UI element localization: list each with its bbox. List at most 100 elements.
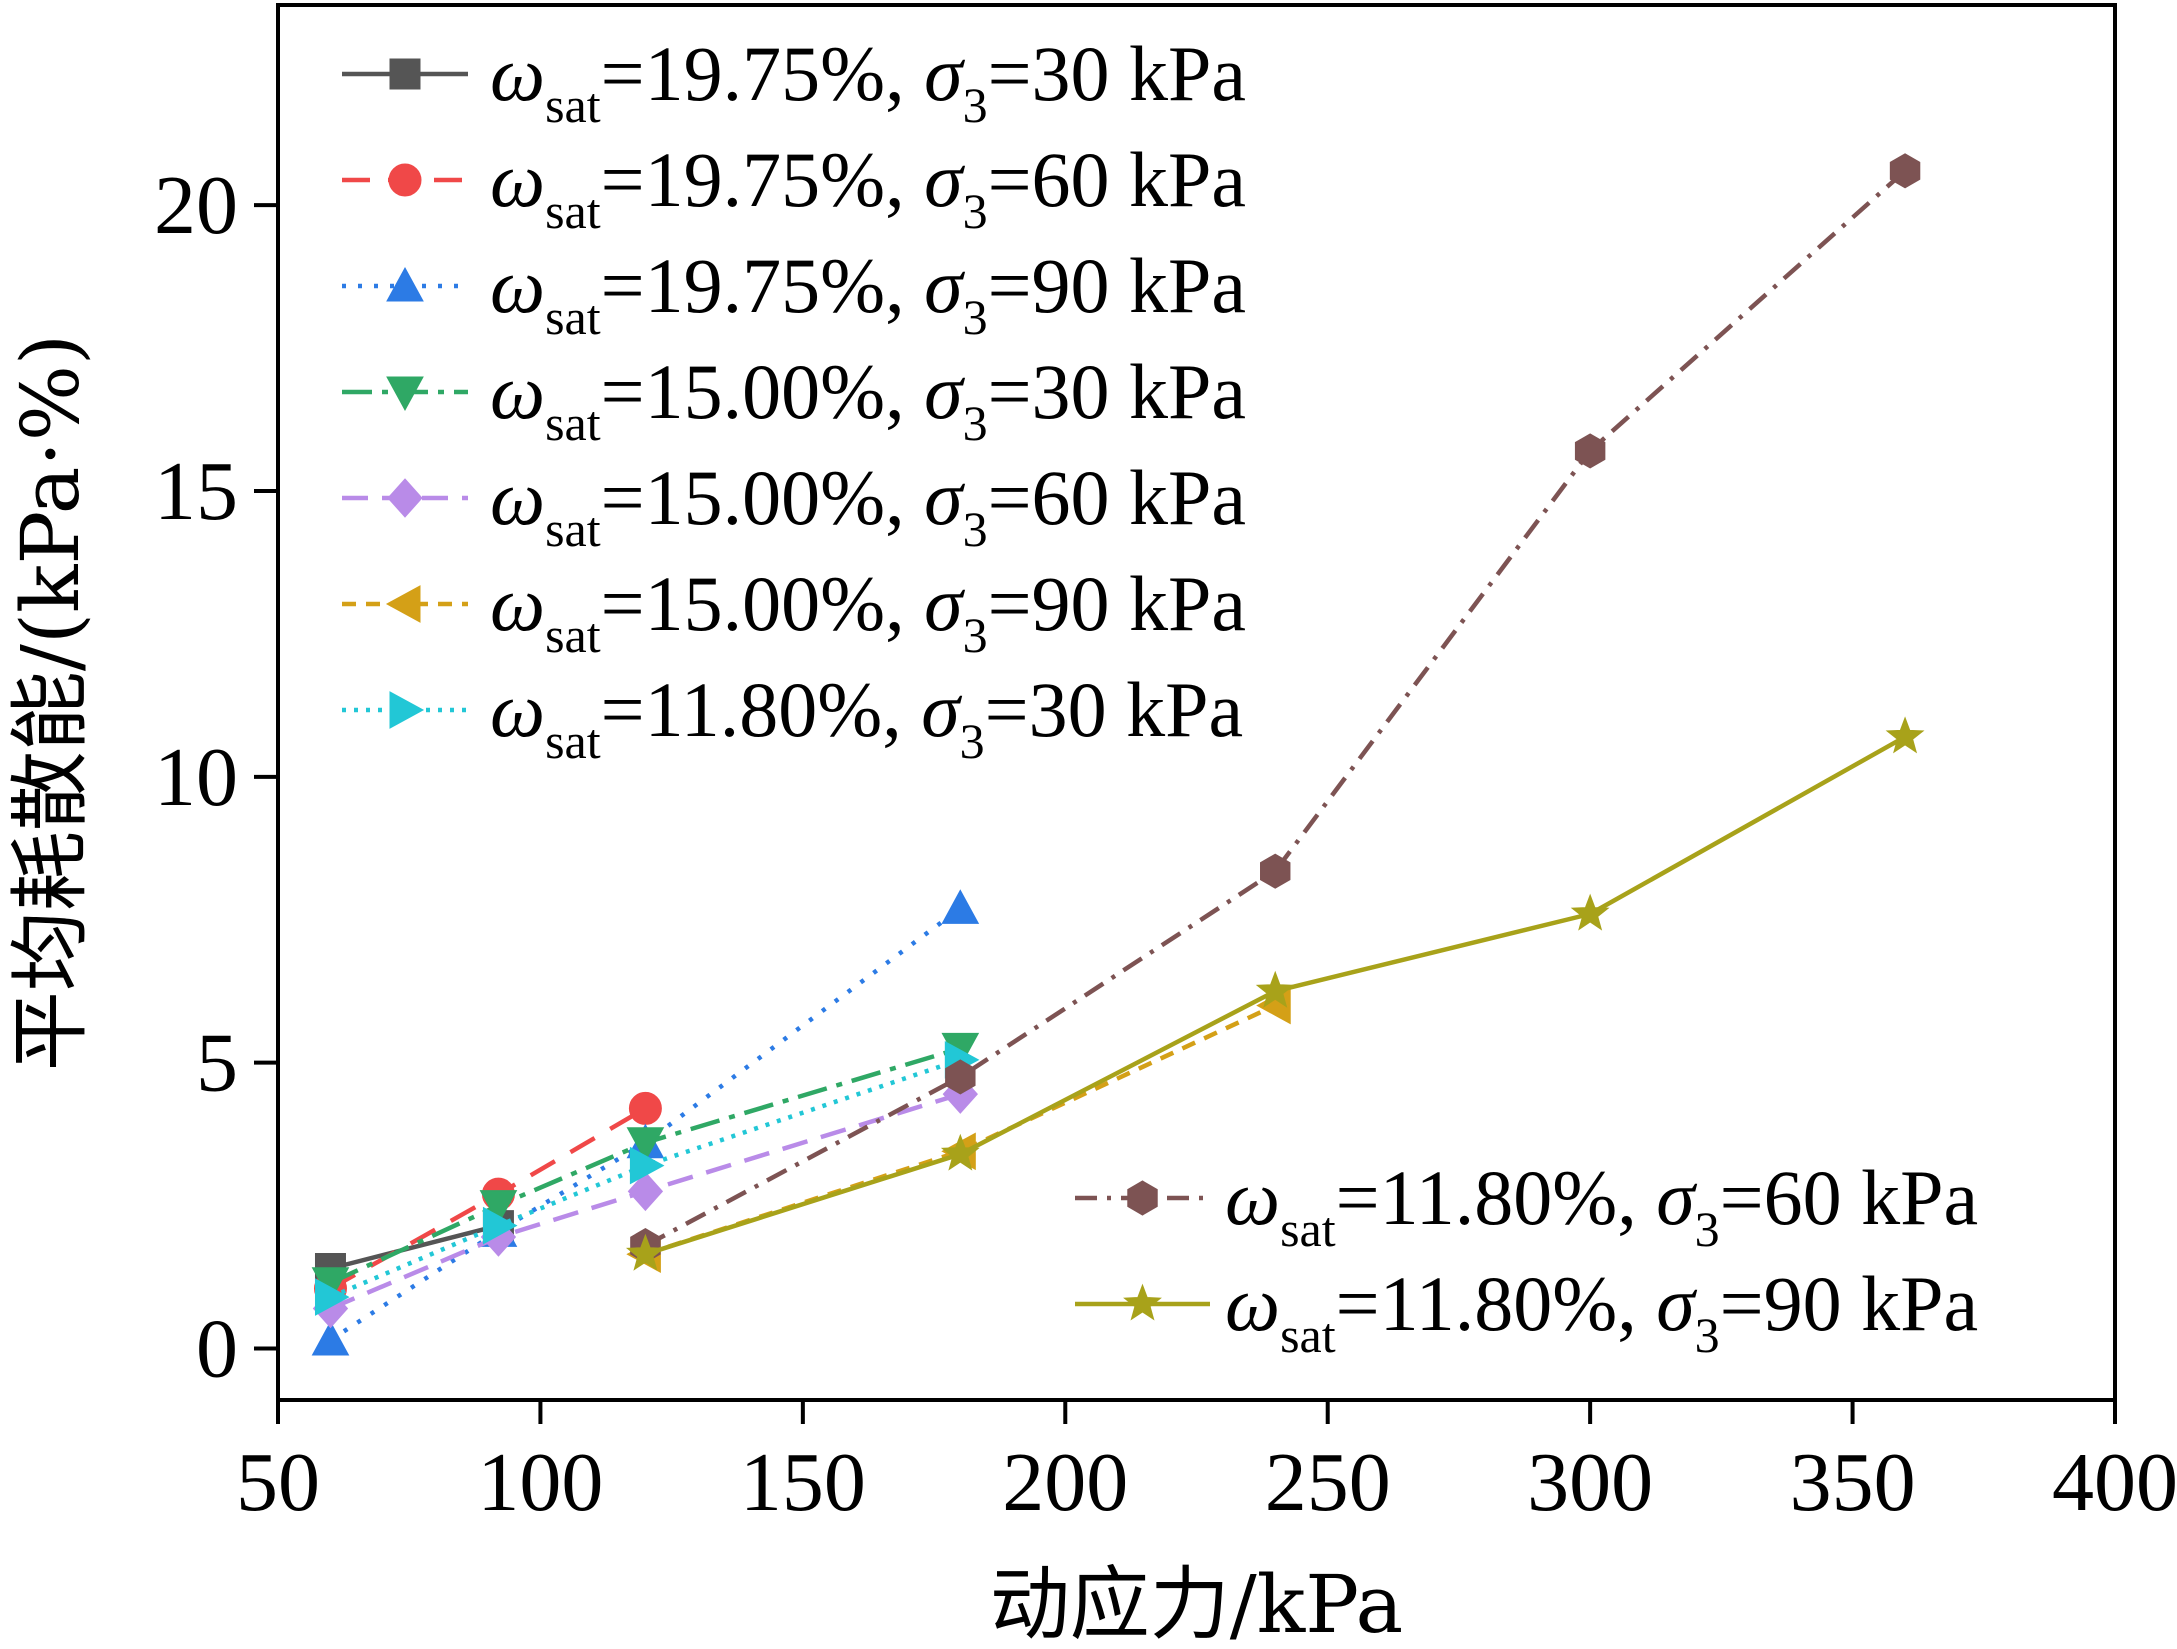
data-point (1889, 153, 1921, 189)
y-tick-label: 0 (196, 1303, 238, 1396)
legend-label-end: =30 kPa (985, 666, 1244, 753)
legend-label-mid: =11.80%, (601, 666, 922, 753)
legend-entry: ωsat=15.00%, σ3=30 kPa (342, 348, 1246, 451)
x-axis-title: 动应力/kPa (990, 1558, 1403, 1649)
series-line (644, 169, 1907, 1248)
legend-label: ωsat=19.75%, σ3=30 kPa (490, 30, 1246, 133)
x-tick-label: 300 (1527, 1436, 1653, 1529)
series-line (329, 1091, 961, 1311)
legend-entry: ωsat=15.00%, σ3=60 kPa (342, 454, 1246, 557)
data-point (1574, 433, 1606, 469)
legend-label-sub2: 3 (963, 289, 988, 345)
x-tick-label: 100 (477, 1436, 603, 1529)
data-point (1570, 893, 1610, 931)
legend-marker (389, 58, 421, 90)
data-point (311, 1320, 350, 1356)
legend-label-end: =30 kPa (988, 348, 1247, 435)
legend-label-sym1: ω (490, 136, 545, 223)
legend-label-sym2: σ (1656, 1260, 1697, 1347)
legend-marker (386, 376, 424, 412)
legend-label-sub1: sat (545, 289, 601, 345)
legend-label-sub2: 3 (1695, 1307, 1720, 1363)
legend-label-sym2: σ (1656, 1154, 1697, 1241)
legend-label-sub2: 3 (963, 183, 988, 239)
y-axis-title: 平均耗散能/(kPa·%) (4, 334, 97, 1071)
data-point (1885, 716, 1925, 754)
legend-label-sym1: ω (1225, 1154, 1280, 1241)
legend-entry: ωsat=11.80%, σ3=30 kPa (342, 666, 1243, 769)
legend-marker (385, 585, 421, 623)
legend-marker (386, 266, 424, 302)
legend-label-mid: =11.80%, (1336, 1154, 1657, 1241)
x-tick-label: 400 (2052, 1436, 2177, 1529)
data-point (628, 1091, 662, 1125)
legend-label-end: =60 kPa (988, 136, 1247, 223)
legend-label-sub1: sat (1280, 1307, 1336, 1363)
legend-entry: ωsat=19.75%, σ3=60 kPa (342, 136, 1246, 239)
legend-entry: ωsat=15.00%, σ3=90 kPa (342, 560, 1246, 663)
data-point (629, 1146, 665, 1185)
legend-label: ωsat=19.75%, σ3=60 kPa (490, 136, 1246, 239)
legend-label: ωsat=15.00%, σ3=30 kPa (490, 348, 1246, 451)
legend-label-sub2: 3 (960, 713, 985, 769)
legend-label: ωsat=19.75%, σ3=90 kPa (490, 242, 1246, 345)
legend-label-sub2: 3 (963, 77, 988, 133)
legend-label-sym1: ω (1225, 1260, 1280, 1347)
series-line (329, 1046, 961, 1285)
legend-marker (1127, 1180, 1158, 1216)
legend-label-end: =30 kPa (988, 30, 1247, 117)
x-tick-label: 250 (1265, 1436, 1391, 1529)
legend-label-sub2: 3 (1695, 1201, 1720, 1257)
legend-marker (1123, 1283, 1162, 1321)
legend-label-sym2: σ (924, 560, 965, 647)
legend-marker (388, 163, 422, 197)
legend-label-sym2: σ (924, 136, 965, 223)
legend-label-sym2: σ (924, 454, 965, 541)
y-tick-label: 20 (154, 159, 238, 252)
series-8 (630, 153, 1921, 1264)
legend-label-sym2: σ (924, 30, 965, 117)
legend-label-sym2: σ (921, 666, 962, 753)
data-point (945, 1059, 976, 1095)
data-point (625, 1233, 665, 1271)
data-point (482, 1206, 518, 1245)
legend-label: ωsat=11.80%, σ3=90 kPa (1225, 1260, 1978, 1363)
legend-label-sym1: ω (490, 242, 545, 329)
legend-entry: ωsat=19.75%, σ3=30 kPa (342, 30, 1246, 133)
legend-label-end: =90 kPa (988, 242, 1247, 329)
series-line (329, 1223, 499, 1271)
series-line (644, 1003, 1277, 1257)
data-point (627, 1171, 664, 1212)
legend-entry: ωsat=11.80%, σ3=90 kPa (1075, 1260, 1978, 1363)
data-point (626, 1127, 665, 1162)
legend-label-end: =90 kPa (988, 560, 1247, 647)
legend-label-sub1: sat (545, 77, 601, 133)
legend-label-sym1: ω (490, 30, 545, 117)
data-point (940, 1133, 980, 1171)
legend-marker (389, 691, 425, 729)
legend-label: ωsat=11.80%, σ3=30 kPa (490, 666, 1243, 769)
legend-marker (387, 478, 423, 518)
legend-label-sub1: sat (545, 713, 601, 769)
legend-label: ωsat=11.80%, σ3=60 kPa (1225, 1154, 1978, 1257)
legend-label-mid: =15.00%, (601, 560, 924, 647)
legend-label-sub1: sat (545, 395, 601, 451)
legend-label: ωsat=15.00%, σ3=60 kPa (490, 454, 1246, 557)
legend-entry: ωsat=19.75%, σ3=90 kPa (342, 242, 1246, 345)
legend-label-sym1: ω (490, 348, 545, 435)
data-point (941, 889, 980, 924)
legend-label-sym2: σ (924, 348, 965, 435)
x-tick-label: 150 (740, 1436, 866, 1529)
legend-label-sym1: ω (490, 454, 545, 541)
legend-label-sub2: 3 (963, 501, 988, 557)
y-tick-label: 15 (154, 445, 238, 538)
data-point (479, 1190, 518, 1225)
legend-label-sub1: sat (545, 607, 601, 663)
legend-label-sub1: sat (1280, 1201, 1336, 1257)
data-point (1255, 970, 1295, 1008)
y-tick-label: 10 (154, 731, 238, 824)
series-9 (625, 716, 1925, 1271)
legend-label-sub1: sat (545, 501, 601, 557)
data-point (1260, 853, 1291, 889)
